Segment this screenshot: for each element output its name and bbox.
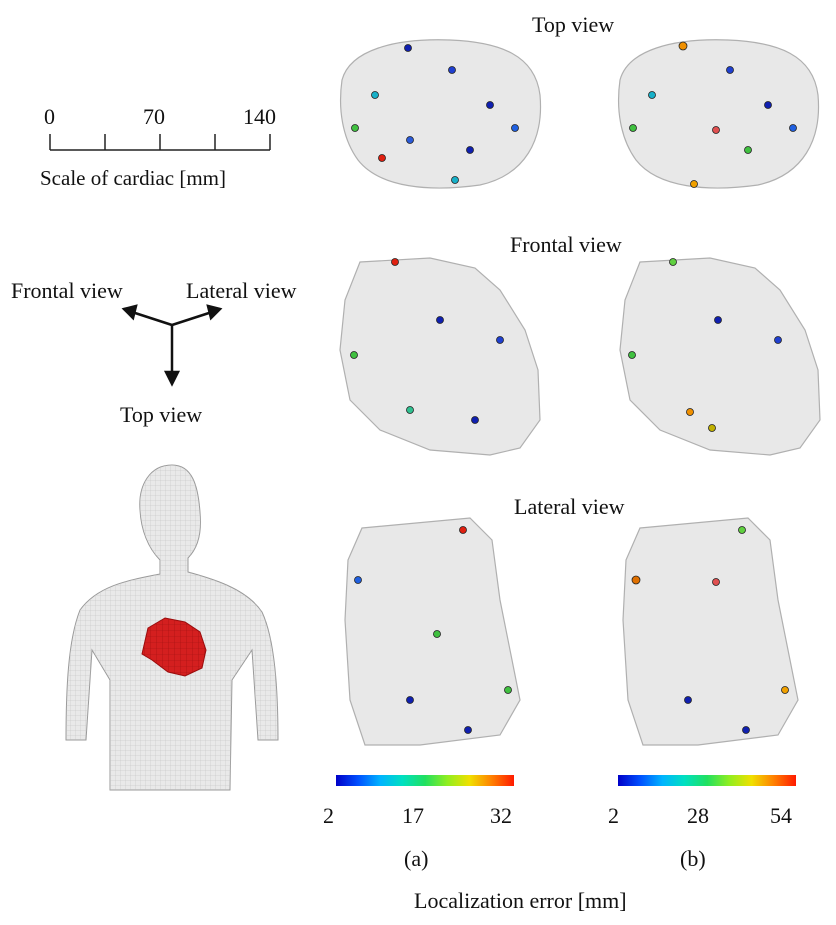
colorbar-b <box>618 775 796 786</box>
colorbar-b-min: 2 <box>608 803 619 828</box>
sources-a <box>350 44 519 734</box>
colorbar-a-mid: 17 <box>402 803 424 828</box>
colorbar-a <box>336 775 514 786</box>
heart-icon <box>141 617 207 677</box>
heart-top-view-b <box>617 39 820 189</box>
heart-top-view-a <box>339 39 542 189</box>
colorbar-a-min: 2 <box>323 803 334 828</box>
axis-label-top: Top view <box>120 402 203 427</box>
lateral-view-title: Lateral view <box>514 494 625 519</box>
scale-bar-label: Scale of cardiac [mm] <box>40 166 226 190</box>
panel-label-a: (a) <box>404 846 429 871</box>
heart-frontal-view-a <box>339 257 541 456</box>
scale-bar <box>49 134 271 151</box>
colorbar-b-max: 54 <box>770 803 792 828</box>
axis-label-frontal: Frontal view <box>11 278 123 303</box>
sources-b <box>628 41 797 734</box>
human-body-model <box>65 464 279 791</box>
colorbar-a-max: 32 <box>490 803 512 828</box>
scale-tick-label: 70 <box>143 104 165 129</box>
panel-label-b: (b) <box>680 846 706 871</box>
top-view-title: Top view <box>532 12 615 37</box>
scale-tick-label: 140 <box>243 104 276 129</box>
heart-frontal-view-b <box>619 257 821 456</box>
colorbar-b-mid: 28 <box>687 803 709 828</box>
orientation-axes <box>121 304 223 387</box>
localization-error-label: Localization error [mm] <box>414 888 627 913</box>
scale-tick-label: 0 <box>44 104 55 129</box>
heart-views <box>339 39 821 746</box>
frontal-view-title: Frontal view <box>510 232 622 257</box>
heart-lateral-view-a <box>344 517 521 746</box>
heart-lateral-view-b <box>622 517 799 746</box>
axis-label-lateral: Lateral view <box>186 278 297 303</box>
